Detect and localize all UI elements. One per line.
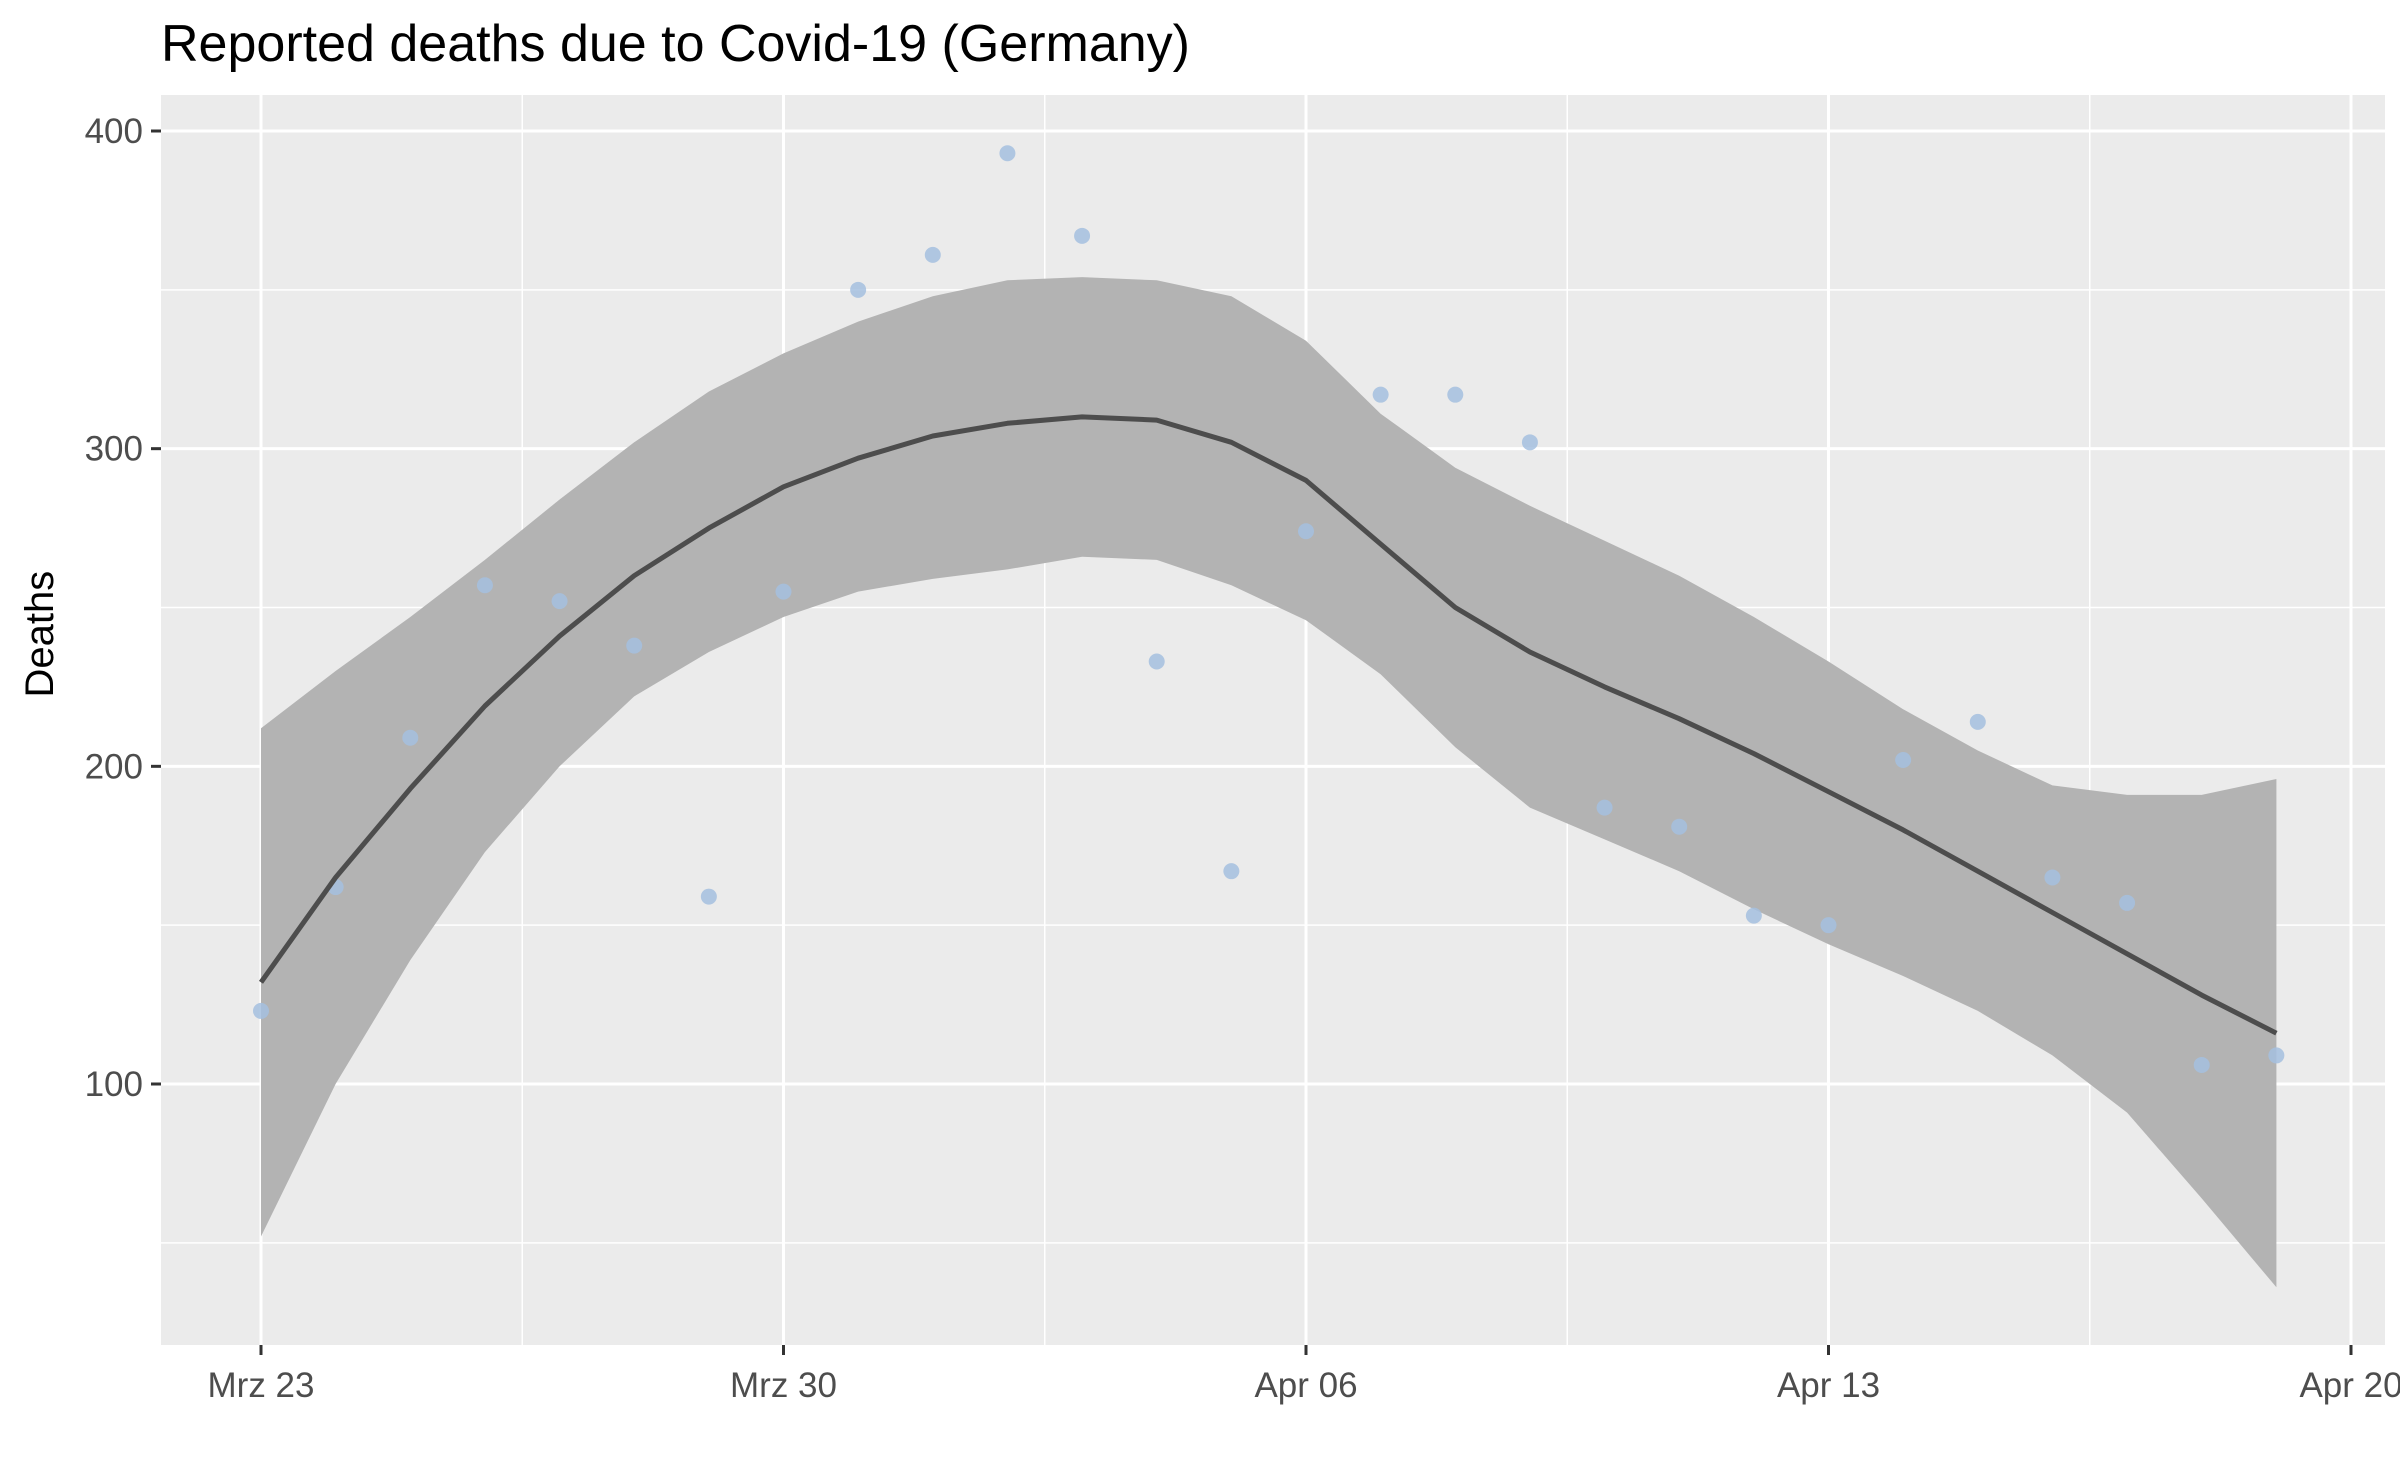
y-tick-label: 200 [85, 747, 143, 786]
data-point [1298, 523, 1314, 540]
data-point [1148, 653, 1165, 670]
data-point [2044, 869, 2061, 886]
chart-title: Reported deaths due to Covid-19 (Germany… [161, 15, 1190, 73]
data-point [1447, 386, 1464, 403]
confidence-ribbon [261, 277, 2277, 1288]
y-tick-label: 300 [85, 430, 143, 469]
data-point [2119, 894, 2136, 911]
smooth-line [258, 414, 2278, 1036]
data-point [1820, 917, 1837, 934]
x-tick-label: Mrz 30 [730, 1366, 837, 1405]
x-tick-label: Apr 20 [2299, 1366, 2400, 1405]
data-point [1521, 434, 1538, 451]
data-point [2193, 1056, 2210, 1073]
data-point [253, 1002, 269, 1019]
data-point [2268, 1047, 2285, 1064]
data-point [551, 593, 568, 610]
data-point [999, 145, 1016, 162]
data-point [1596, 799, 1613, 816]
x-tick-label: Apr 06 [1254, 1366, 1357, 1405]
data-point [700, 888, 717, 905]
data-point [476, 577, 493, 594]
data-point [924, 246, 941, 263]
data-point [1895, 751, 1912, 768]
y-tick-label: 400 [85, 112, 143, 151]
data-point [1223, 863, 1240, 880]
data-point [1969, 713, 1986, 730]
y-tick-label: 100 [85, 1065, 143, 1104]
data-point [626, 637, 643, 654]
data-point [775, 583, 792, 600]
data-point [1074, 227, 1091, 244]
data-point [850, 281, 867, 298]
data-point [1671, 818, 1688, 835]
x-tick-label: Mrz 23 [208, 1366, 315, 1405]
data-point [402, 729, 419, 746]
x-tick-label: Apr 13 [1777, 1366, 1880, 1405]
data-point [1372, 386, 1389, 403]
data-point [1745, 907, 1762, 924]
